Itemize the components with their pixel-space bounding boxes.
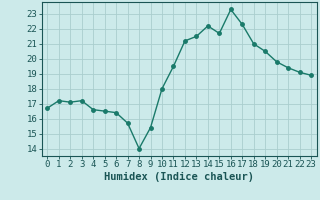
X-axis label: Humidex (Indice chaleur): Humidex (Indice chaleur) — [104, 172, 254, 182]
